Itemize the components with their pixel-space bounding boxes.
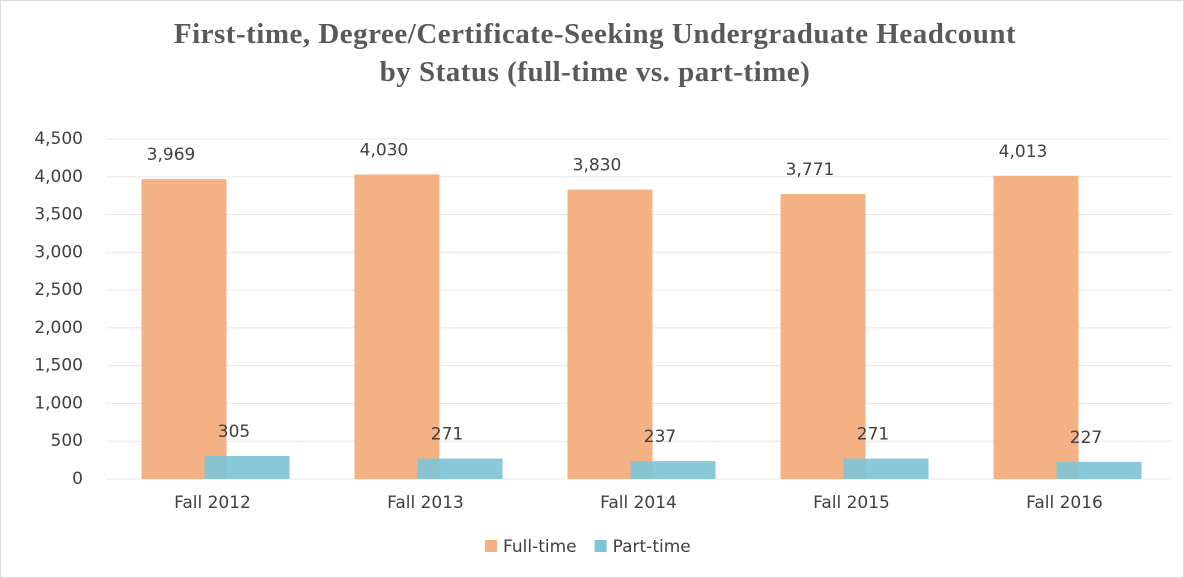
chart-title: First-time, Degree/Certificate-Seeking U… bbox=[173, 18, 1017, 88]
bar bbox=[204, 455, 290, 479]
bar bbox=[354, 174, 440, 479]
data-label: 4,013 bbox=[999, 142, 1048, 162]
x-tick-label: Fall 2015 bbox=[813, 493, 890, 513]
bar bbox=[141, 179, 227, 479]
x-tick-label: Fall 2014 bbox=[600, 493, 677, 513]
data-label: 227 bbox=[1070, 428, 1102, 448]
y-tick-label: 0 bbox=[72, 469, 83, 489]
y-tick-label: 3,000 bbox=[34, 242, 83, 262]
y-tick-label: 3,500 bbox=[34, 205, 83, 225]
legend-swatch bbox=[594, 540, 607, 552]
data-label: 3,830 bbox=[573, 156, 622, 176]
y-tick-label: 2,000 bbox=[34, 318, 83, 338]
x-tick-label: Fall 2016 bbox=[1026, 493, 1103, 513]
y-tick-label: 4,000 bbox=[34, 167, 83, 187]
bar bbox=[843, 458, 929, 479]
data-label: 3,771 bbox=[786, 160, 835, 180]
data-label: 237 bbox=[644, 427, 676, 447]
data-label: 305 bbox=[218, 422, 250, 442]
bar bbox=[780, 194, 866, 479]
legend-label: Full-time bbox=[503, 537, 577, 557]
legend-label: Part-time bbox=[613, 537, 691, 557]
y-tick-label: 1,000 bbox=[34, 393, 83, 413]
data-label: 3,969 bbox=[147, 145, 196, 165]
data-label: 4,030 bbox=[360, 141, 409, 161]
legend-swatch bbox=[485, 540, 497, 552]
x-tick-label: Fall 2012 bbox=[174, 493, 251, 513]
bar bbox=[417, 458, 503, 479]
y-tick-label: 4,500 bbox=[34, 129, 83, 149]
y-tick-label: 1,500 bbox=[34, 356, 83, 376]
data-label: 271 bbox=[431, 425, 463, 445]
bar bbox=[1056, 461, 1142, 479]
bar bbox=[567, 189, 653, 479]
bar bbox=[630, 461, 716, 479]
data-label: 271 bbox=[857, 425, 889, 445]
bar bbox=[993, 175, 1079, 479]
y-tick-label: 500 bbox=[51, 431, 83, 451]
x-tick-label: Fall 2013 bbox=[387, 493, 464, 513]
y-tick-label: 2,500 bbox=[34, 280, 83, 300]
